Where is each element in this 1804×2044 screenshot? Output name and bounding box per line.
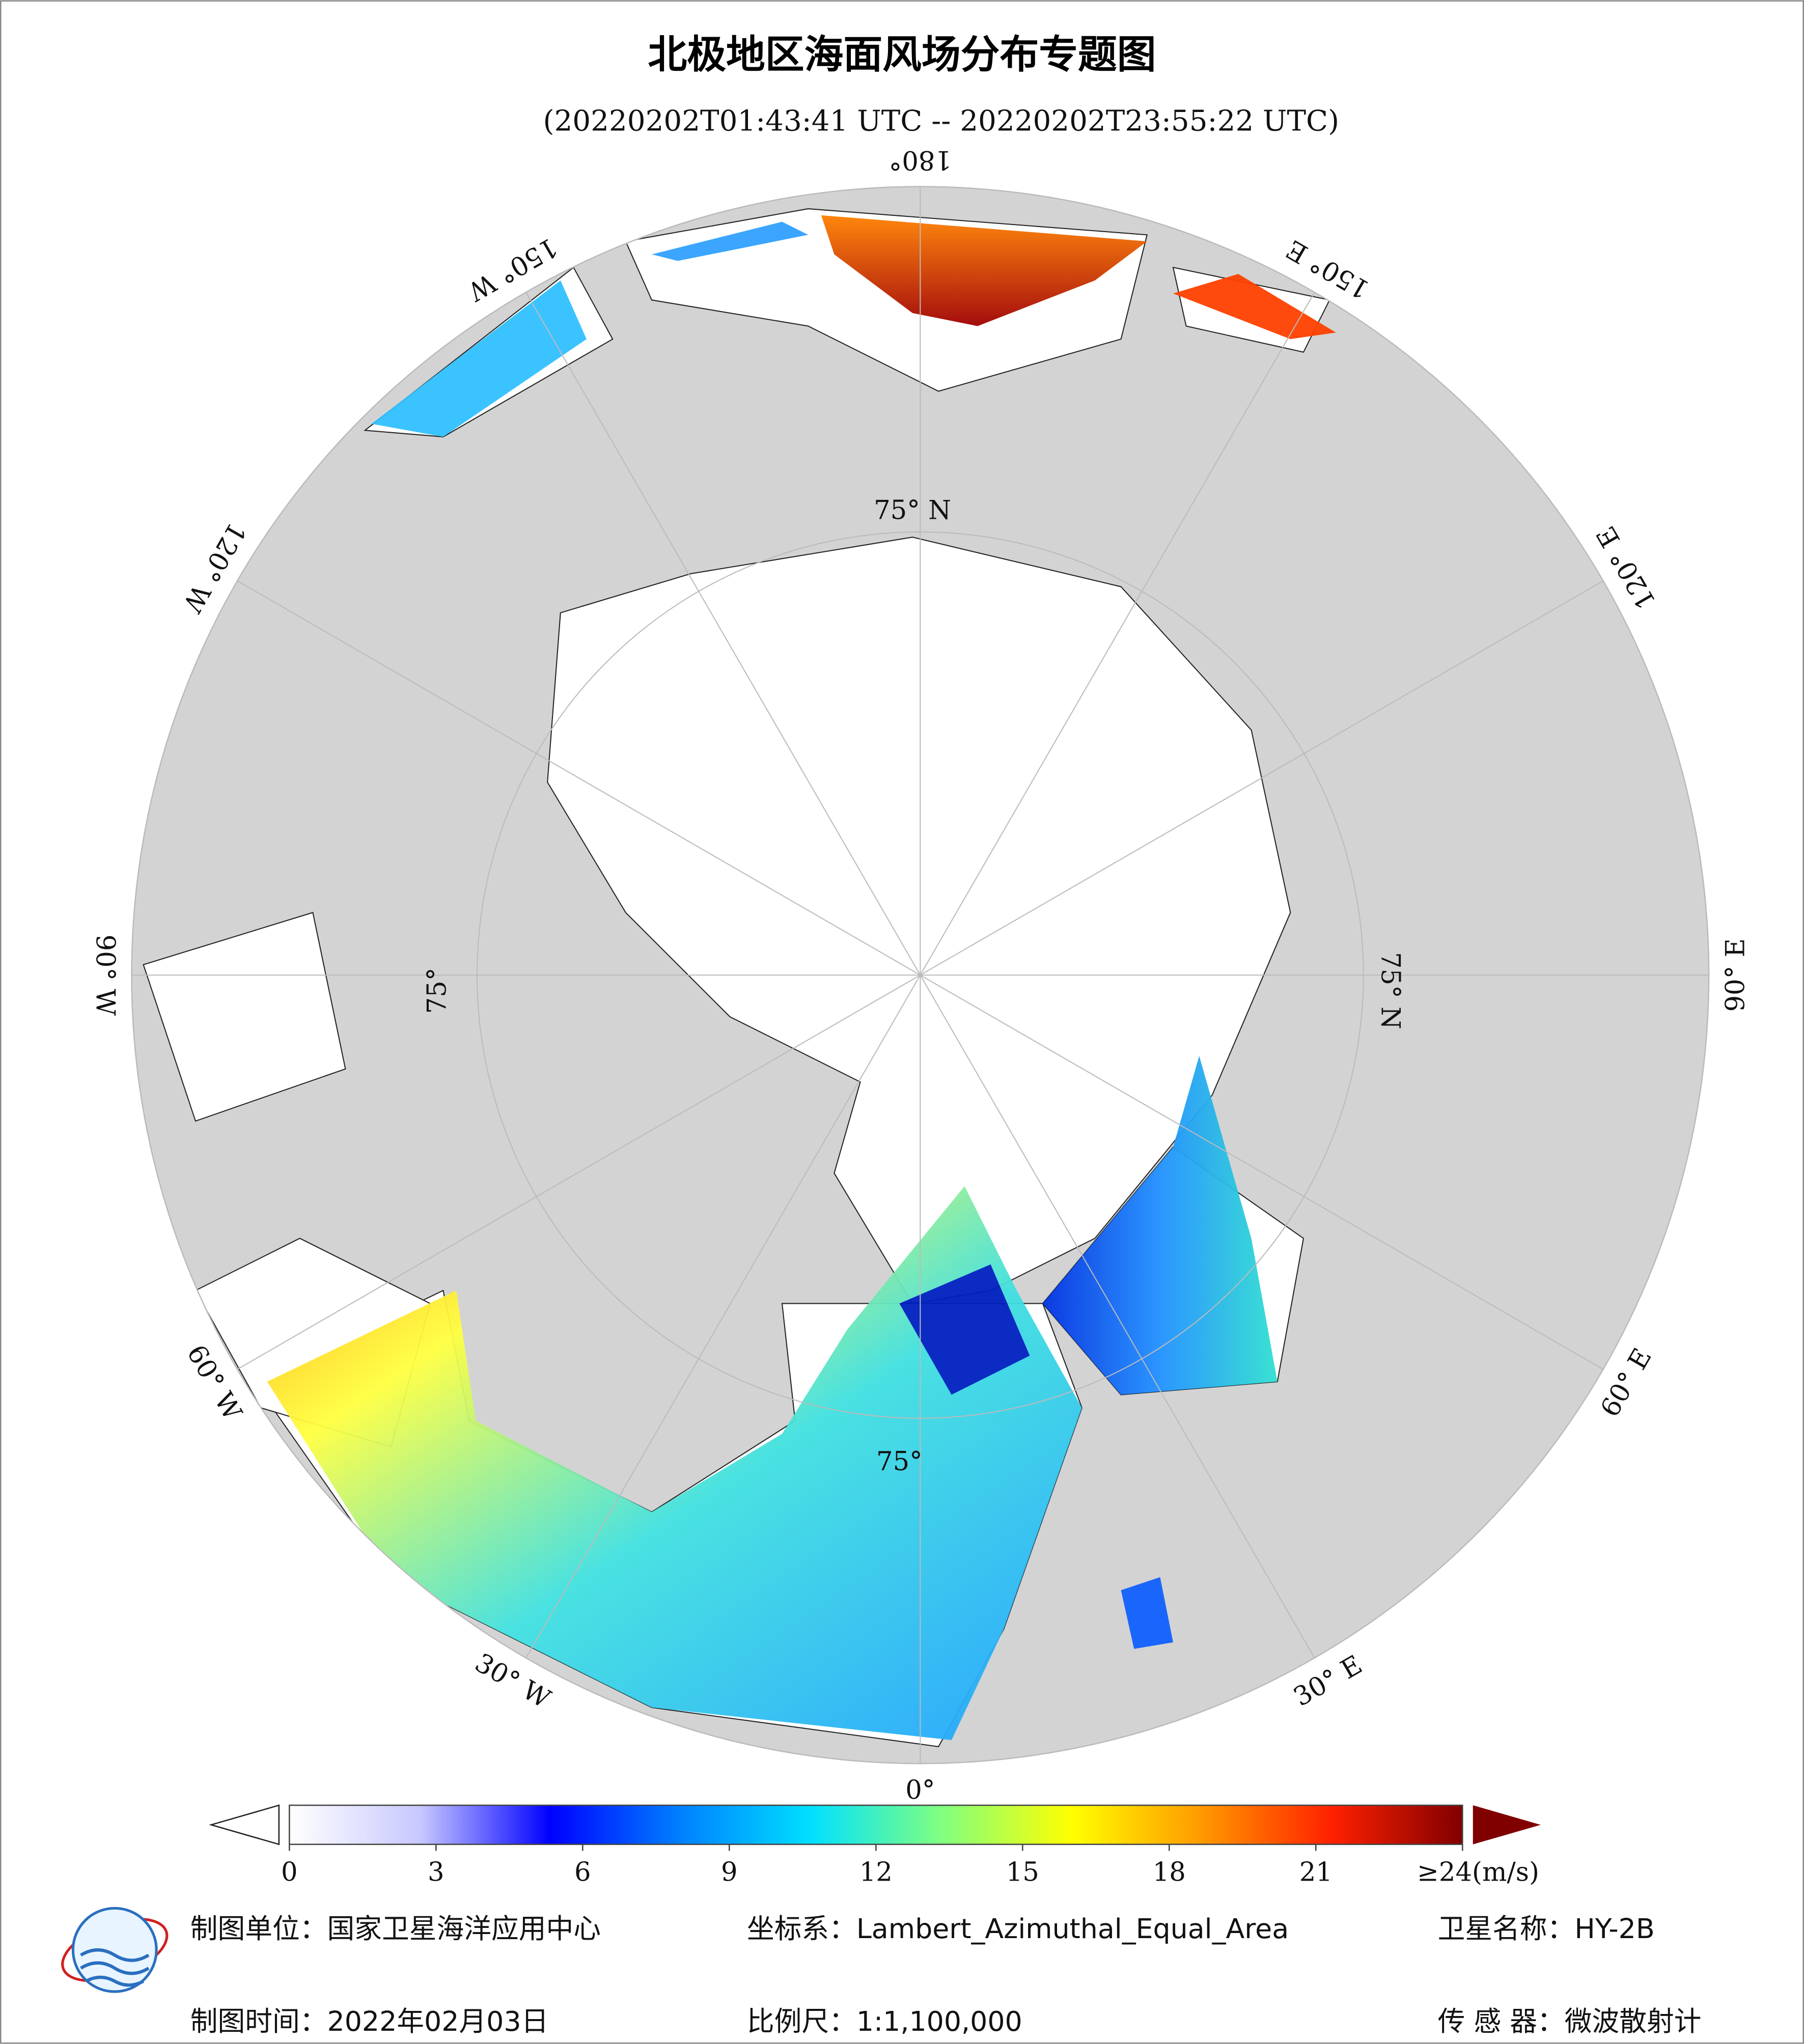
meridian (525, 292, 921, 975)
colorbar-body (289, 1804, 1463, 1845)
colorbar-tick-label: 6 (574, 1857, 591, 1888)
lat-label: 75° N (874, 495, 951, 525)
wind-field (267, 215, 1336, 1741)
footer-date: 制图时间：2022年02月03日 (190, 2005, 549, 2037)
colorbar-tick-label: 3 (428, 1857, 445, 1888)
map-border (131, 186, 1710, 1765)
meridian (237, 974, 921, 1370)
meridian (920, 974, 1315, 1659)
graticule (131, 186, 1709, 1764)
footer-sensor: 传 感 器：微波散射计 (1438, 2005, 1702, 2037)
meridian (525, 974, 921, 1659)
footer-unit: 制图单位：国家卫星海洋应用中心 (190, 1913, 601, 1945)
logo (61, 1907, 169, 1993)
lon-label: 90° W (90, 935, 120, 1016)
lat-label: 75° (876, 1446, 923, 1477)
meridian (920, 580, 1604, 976)
lat-label: 75° N (1375, 952, 1406, 1029)
footer-crs: 坐标系：Lambert_Azimuthal_Equal_Area (747, 1913, 1289, 1945)
lon-label: 90° E (1720, 938, 1751, 1012)
meridian (237, 580, 921, 976)
footer-satellite: 卫星名称：HY-2B (1438, 1913, 1655, 1945)
lon-label: 0° (905, 1775, 935, 1805)
colorbar-tick-label: 0 (281, 1857, 298, 1888)
colorbar-tick-label: 18 (1153, 1857, 1186, 1888)
footer-scale: 比例尺：1:1,100,000 (747, 2005, 1022, 2037)
subtitle: (20220202T01:43:41 UTC -- 20220202T23:55… (543, 104, 1340, 137)
title: 北极地区海面风场分布专题图 (648, 33, 1156, 78)
colorbar-over (1473, 1805, 1541, 1844)
meridian (920, 974, 1604, 1370)
colorbar-tick-label: ≥24(m/s) (1417, 1857, 1539, 1888)
colorbar-tick-label: 15 (1006, 1857, 1039, 1888)
colorbar: 0 3 6 9 12 15 18 21 ≥24(m/s) (209, 1804, 1541, 1888)
colorbar-under (209, 1804, 280, 1845)
lon-label: 180° (889, 145, 952, 175)
lat-label: 75° (422, 968, 453, 1014)
colorbar-tick-label: 9 (721, 1857, 738, 1888)
meridian (920, 292, 1315, 975)
map (131, 186, 1709, 1764)
colorbar-tick-label: 12 (859, 1857, 893, 1888)
colorbar-tick-label: 21 (1299, 1857, 1333, 1888)
